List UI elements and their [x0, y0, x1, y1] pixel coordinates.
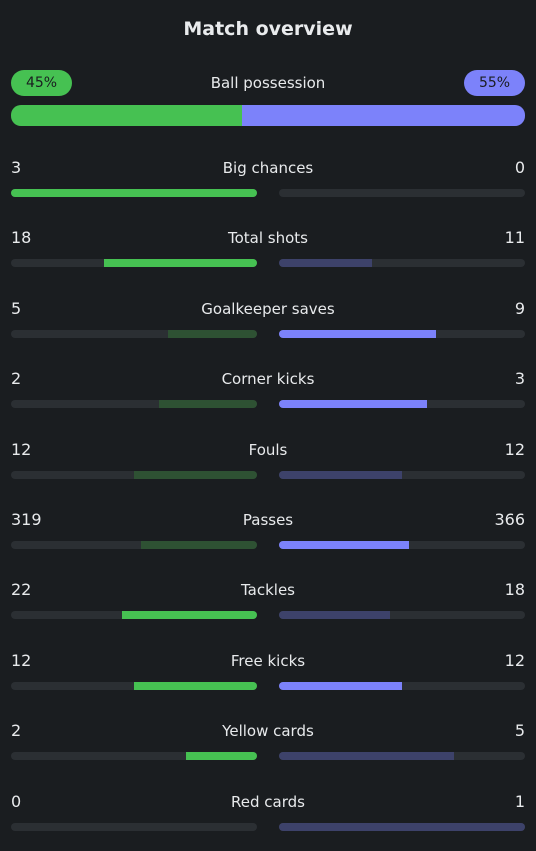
home-stat-value: 18 [11, 228, 32, 247]
home-stat-fill [158, 400, 257, 408]
stat-label: Passes [242, 511, 294, 529]
away-stat-track [279, 823, 525, 831]
home-stat-value: 319 [11, 510, 42, 529]
away-stat-track [279, 682, 525, 690]
away-stat-track [279, 471, 525, 479]
away-stat-value: 0 [514, 158, 525, 177]
stat-row: 319 Passes 366 [11, 510, 525, 550]
page-title: Match overview [183, 18, 353, 40]
stat-label: Yellow cards [222, 722, 314, 740]
home-stat-fill [104, 259, 257, 267]
stat-label: Total shots [228, 229, 308, 247]
away-stat-track [279, 330, 525, 338]
away-stat-value: 12 [504, 651, 525, 670]
away-possession-fill [242, 105, 525, 126]
away-stat-fill [279, 400, 427, 408]
away-stat-fill [279, 471, 402, 479]
home-stat-value: 3 [11, 158, 22, 177]
away-stat-track [279, 611, 525, 619]
home-stat-value: 12 [11, 440, 32, 459]
stat-row: 5 Goalkeeper saves 9 [11, 299, 525, 339]
home-stat-track [11, 682, 257, 690]
home-stat-fill [168, 330, 257, 338]
home-possession-fill [11, 105, 242, 126]
away-stat-track [279, 189, 525, 197]
home-stat-track [11, 471, 257, 479]
stat-row: 12 Fouls 12 [11, 440, 525, 480]
away-stat-fill [279, 259, 373, 267]
away-stat-fill [279, 330, 437, 338]
home-stat-value: 5 [11, 299, 22, 318]
home-stat-fill [185, 752, 257, 760]
stat-row: 2 Corner kicks 3 [11, 369, 525, 409]
stat-label: Fouls [248, 441, 288, 459]
away-stat-track [279, 259, 525, 267]
away-stat-value: 12 [504, 440, 525, 459]
stat-label: Red cards [231, 793, 305, 811]
home-stat-value: 2 [11, 369, 22, 388]
stat-row: 0 Red cards 1 [11, 792, 525, 832]
home-stat-track [11, 189, 257, 197]
stat-row: 12 Free kicks 12 [11, 651, 525, 691]
stat-label: Big chances [222, 159, 314, 177]
away-stat-value: 3 [514, 369, 525, 388]
possession-label: Ball possession [210, 74, 326, 92]
home-stat-track [11, 752, 257, 760]
away-stat-fill [279, 541, 410, 549]
away-possession-badge: 55% [464, 70, 525, 96]
home-stat-fill [141, 541, 257, 549]
away-stat-value: 5 [514, 721, 525, 740]
away-stat-fill [279, 611, 390, 619]
away-stat-track [279, 541, 525, 549]
stat-row: 3 Big chances 0 [11, 158, 525, 198]
stat-label: Corner kicks [221, 370, 315, 388]
away-stat-value: 366 [494, 510, 525, 529]
home-stat-track [11, 541, 257, 549]
stat-row: 22 Tackles 18 [11, 580, 525, 620]
away-stat-fill [279, 823, 525, 831]
away-stat-fill [279, 752, 454, 760]
home-stat-track [11, 259, 257, 267]
home-stat-value: 12 [11, 651, 32, 670]
stat-label: Goalkeeper saves [201, 300, 335, 318]
home-stat-fill [11, 189, 257, 197]
home-stat-value: 0 [11, 792, 22, 811]
stat-row: 18 Total shots 11 [11, 228, 525, 268]
home-stat-track [11, 330, 257, 338]
away-stat-value: 18 [504, 580, 525, 599]
home-stat-track [11, 611, 257, 619]
home-stat-track [11, 823, 257, 831]
home-stat-fill [134, 682, 257, 690]
home-stat-value: 22 [11, 580, 32, 599]
away-stat-track [279, 752, 525, 760]
away-stat-fill [279, 682, 402, 690]
possession-bar [11, 105, 525, 126]
stat-label: Tackles [240, 581, 296, 599]
away-stat-value: 11 [504, 228, 525, 247]
away-stat-track [279, 400, 525, 408]
home-stat-fill [134, 471, 257, 479]
away-stat-value: 1 [514, 792, 525, 811]
home-stat-value: 2 [11, 721, 22, 740]
home-stat-fill [121, 611, 257, 619]
home-possession-badge: 45% [11, 70, 72, 96]
home-stat-track [11, 400, 257, 408]
stat-row: 2 Yellow cards 5 [11, 721, 525, 761]
stat-label: Free kicks [230, 652, 306, 670]
away-stat-value: 9 [514, 299, 525, 318]
